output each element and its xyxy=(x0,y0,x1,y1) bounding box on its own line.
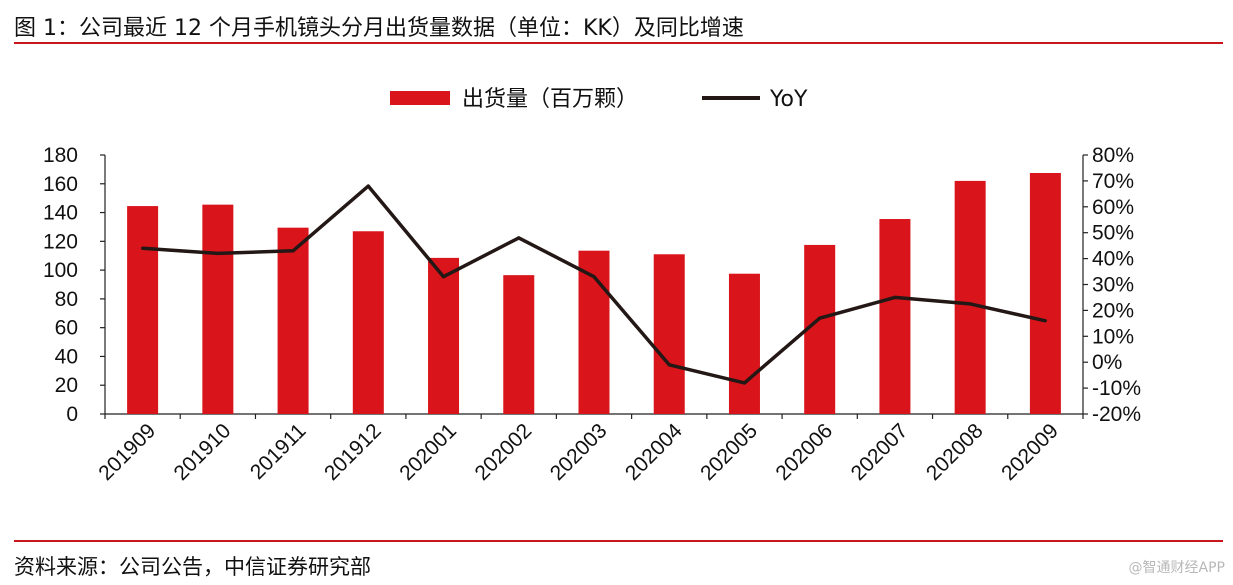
bar-202005 xyxy=(728,273,760,414)
yoy-point-201911 xyxy=(291,249,295,253)
yoy-point-202008 xyxy=(968,302,972,306)
left-tick-label: 120 xyxy=(43,230,78,253)
left-axis-ticks: 0 20 40 60 80 100 120 140 160 180 xyxy=(43,144,105,426)
x-tick-label-202008: 202008 xyxy=(922,419,988,485)
yoy-point-201910 xyxy=(216,251,220,256)
bar-201910 xyxy=(202,204,234,414)
x-tick-label-201912: 201912 xyxy=(320,419,386,485)
x-tick-label-202007: 202007 xyxy=(847,419,913,485)
legend: 出货量（百万颗） YoY xyxy=(390,87,808,112)
right-tick-label: 60% xyxy=(1092,196,1134,219)
yoy-point-201912 xyxy=(366,184,370,188)
right-axis-ticks: -20% -10% 0% 10% 20%30% 40% 50% 60% 70% 80% xyxy=(1083,144,1141,426)
x-tick-label-201909: 201909 xyxy=(94,419,160,485)
bar-202001 xyxy=(428,257,460,414)
right-tick-label: 70% xyxy=(1092,170,1134,193)
left-tick-label: 140 xyxy=(43,202,78,225)
x-axis-ticks: 201909 201910 201911 201912 202001 202002 2020… xyxy=(94,414,1084,485)
x-tick-label-202003: 202003 xyxy=(546,419,612,485)
right-tick-label: 20% xyxy=(1092,299,1134,322)
yoy-point-202004 xyxy=(667,363,671,367)
left-tick-label: 80 xyxy=(55,288,78,311)
left-tick-label: 40 xyxy=(55,345,78,368)
x-tick-label-202004: 202004 xyxy=(621,419,687,485)
left-tick-label: 20 xyxy=(55,374,78,397)
source-note: 资料来源：公司公告，中信证券研究部 xyxy=(14,555,371,579)
bar-201909 xyxy=(127,206,159,414)
yoy-point-202005 xyxy=(742,381,747,385)
x-tick-label-202002: 202002 xyxy=(470,419,536,485)
right-tick-label: 30% xyxy=(1092,274,1134,297)
yoy-point-202003 xyxy=(592,275,596,279)
chart-title: 图 1：公司最近 12 个月手机镜头分月出货量数据（单位：KK）及同比增速 xyxy=(14,16,744,41)
legend-swatch-bar xyxy=(390,91,450,105)
bar-202004 xyxy=(653,254,685,414)
x-tick-label-202006: 202006 xyxy=(771,419,837,485)
yoy-point-202009 xyxy=(1043,319,1047,323)
yoy-point-202006 xyxy=(818,316,822,320)
right-tick-label: 0% xyxy=(1092,351,1122,374)
left-tick-label: 60 xyxy=(55,317,78,340)
x-tick-label-202001: 202001 xyxy=(395,419,461,485)
bar-202002 xyxy=(503,275,535,414)
left-tick-label: 160 xyxy=(43,173,78,196)
legend-label-bar: 出货量（百万颗） xyxy=(462,87,638,112)
bar-201912 xyxy=(352,231,384,414)
right-tick-label: -20% xyxy=(1092,403,1141,426)
x-tick-label-202005: 202005 xyxy=(696,419,762,485)
yoy-point-202007 xyxy=(893,295,897,300)
yoy-point-202002 xyxy=(517,236,521,240)
left-tick-label: 0 xyxy=(66,403,78,426)
x-tick-label-201911: 201911 xyxy=(246,419,311,484)
x-tick-label-202009: 202009 xyxy=(997,419,1063,485)
right-tick-label: 40% xyxy=(1092,248,1134,271)
right-tick-label: 50% xyxy=(1092,222,1134,245)
x-tick-label-201910: 201910 xyxy=(170,419,236,485)
yoy-point-202001 xyxy=(441,275,446,279)
bar-202006 xyxy=(804,244,836,414)
bar-202008 xyxy=(954,180,986,414)
right-tick-label: 80% xyxy=(1092,144,1134,167)
bar-202007 xyxy=(879,219,911,414)
right-tick-label: 10% xyxy=(1092,325,1134,348)
yoy-point-201909 xyxy=(141,246,145,250)
watermark: @智通财经APP xyxy=(1128,560,1225,576)
left-tick-label: 180 xyxy=(43,144,78,167)
bar-series xyxy=(127,172,1061,414)
right-tick-label: -10% xyxy=(1092,377,1141,400)
line-series xyxy=(141,184,1047,385)
legend-label-line: YoY xyxy=(769,87,808,112)
left-tick-label: 100 xyxy=(43,259,78,282)
top-divider xyxy=(14,42,1223,44)
bar-201911 xyxy=(277,227,309,414)
bottom-divider xyxy=(14,540,1223,542)
bar-202009 xyxy=(1029,172,1061,414)
